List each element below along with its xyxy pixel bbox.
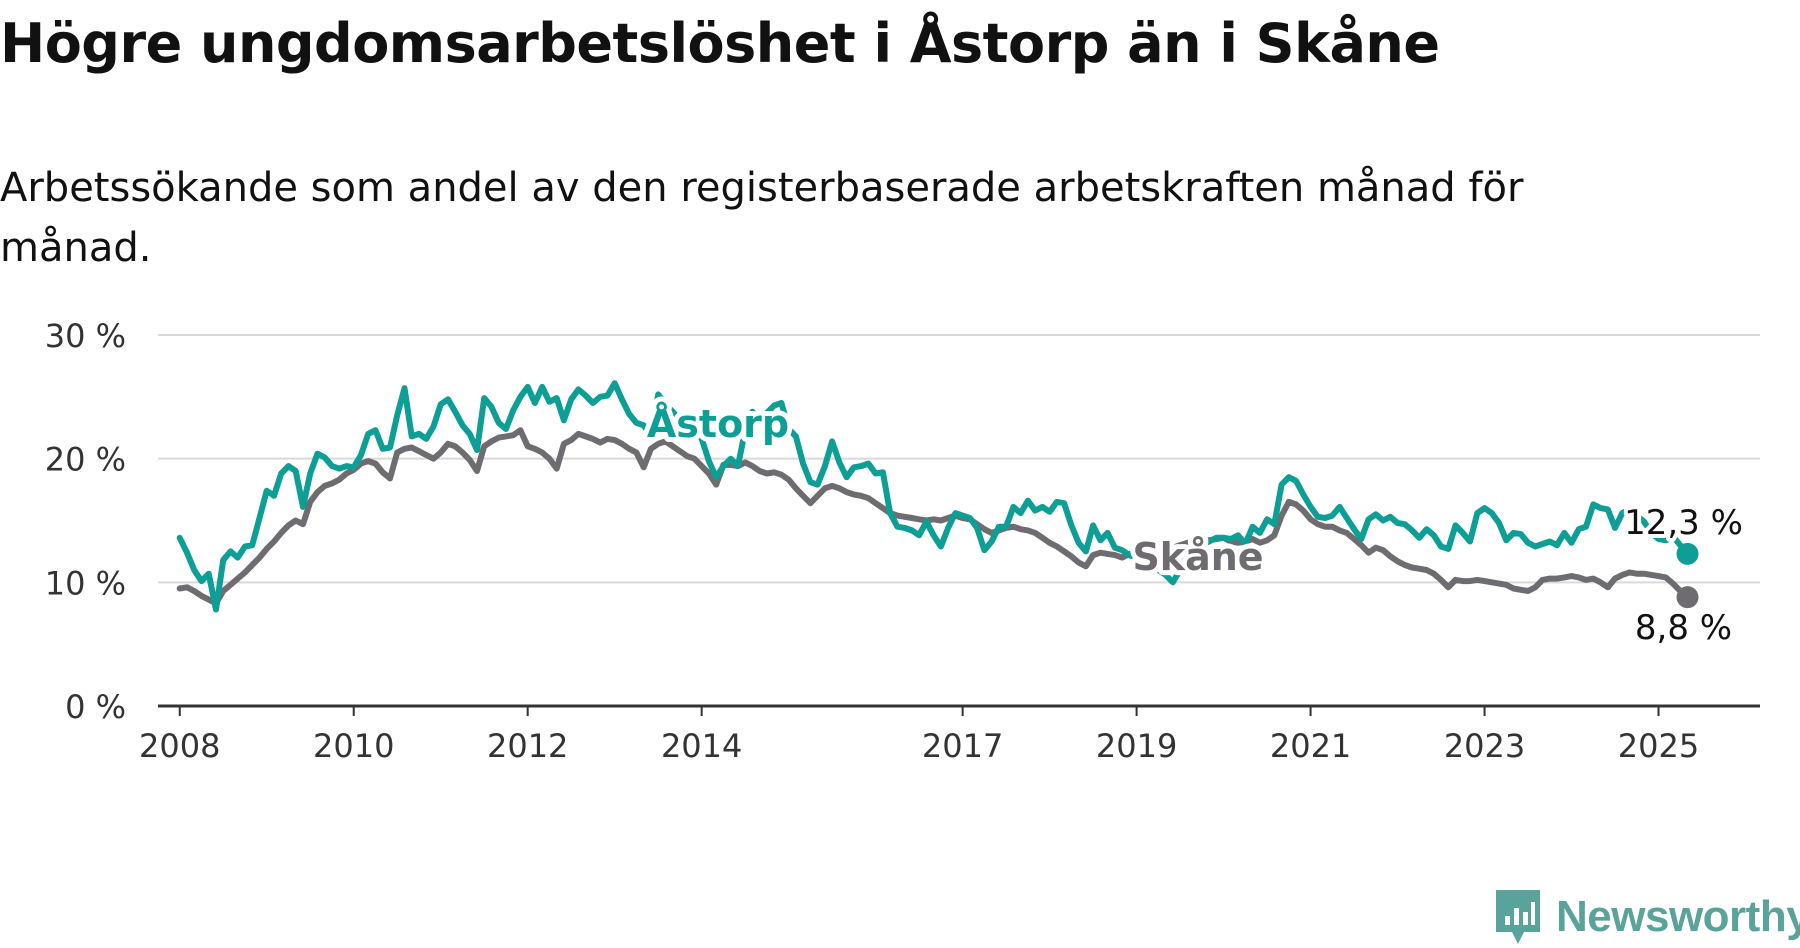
x-tick-label: 2023	[1444, 727, 1525, 765]
end-point-marker	[1676, 542, 1699, 565]
y-tick-label: 30 %	[45, 317, 126, 355]
x-tick-label: 2010	[313, 727, 394, 765]
newsworthy-logo-icon	[1496, 890, 1540, 944]
y-tick-label: 0 %	[65, 688, 126, 726]
series-line-åstorp	[176, 380, 1691, 613]
x-tick-label: 2008	[139, 727, 220, 765]
brand-name: Newsworthy	[1556, 892, 1800, 941]
x-tick-label: 2017	[922, 727, 1003, 765]
x-tick-label: 2025	[1618, 727, 1699, 765]
chart-title: Högre ungdomsarbetslöshet i Åstorp än i …	[0, 12, 1440, 75]
x-tick-label: 2014	[661, 727, 742, 765]
chart-subtitle: Arbetssökande som andel av den registerb…	[0, 165, 1524, 271]
series-label-skane: Skåne	[1132, 535, 1263, 579]
series-label-astorp-halo: Åstorp	[647, 402, 789, 446]
x-tick-label: 2012	[487, 727, 568, 765]
series-label-astorp: Åstorp	[647, 402, 789, 446]
series-line-skåne	[176, 427, 1691, 607]
y-tick-label: 10 %	[45, 564, 126, 602]
series-label-skane-halo: Skåne	[1132, 535, 1263, 579]
x-tick-label: 2021	[1270, 727, 1351, 765]
end-value-label-skane: 8,8 %	[1635, 608, 1732, 648]
end-point-marker	[1676, 586, 1699, 609]
newsworthy-brand: Newsworthy	[1494, 888, 1800, 946]
x-tick-label: 2019	[1096, 727, 1177, 765]
end-value-label-astorp: 12,3 %	[1624, 503, 1743, 543]
y-tick-label: 20 %	[45, 441, 126, 479]
